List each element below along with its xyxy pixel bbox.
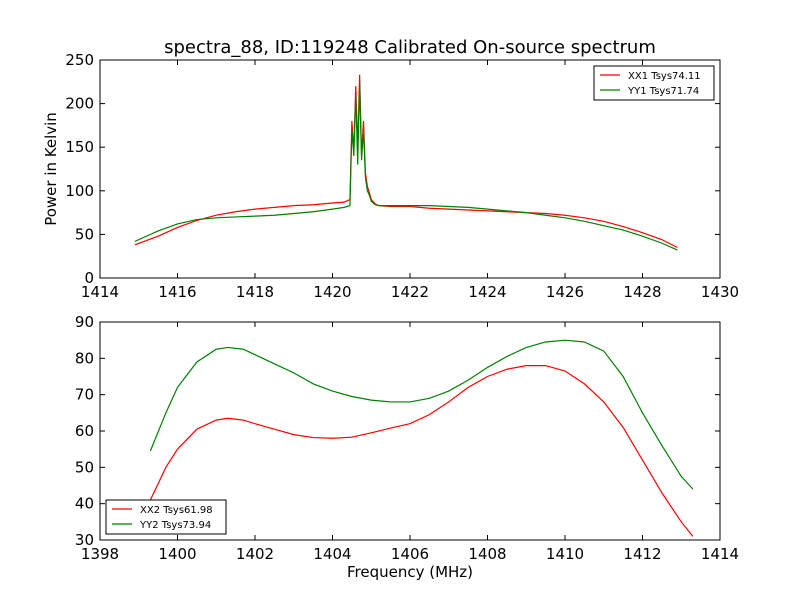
legend-entry-label: YY2 Tsys73.94 [139, 520, 211, 531]
y-tick-label: 30 [75, 531, 94, 549]
y-tick-label: 100 [65, 182, 94, 200]
legend: XX2 Tsys61.98 YY2 Tsys73.94 [105, 499, 227, 535]
x-tick-label: 1404 [313, 545, 351, 563]
chart-title: spectra_88, ID:119248 Calibrated On-sour… [164, 37, 656, 58]
x-tick-label: 1400 [158, 545, 196, 563]
x-tick-label: 1416 [158, 283, 196, 301]
legend-box [593, 65, 715, 101]
series-line-2 [149, 339, 694, 490]
x-tick-label: 1408 [468, 545, 506, 563]
x-tick-label: 1414 [701, 545, 739, 563]
x-tick-label: 1420 [313, 283, 351, 301]
legend-entry-label: XX2 Tsys61.98 [140, 505, 213, 516]
y-tick-label: 60 [75, 422, 94, 440]
series-line-1 [149, 365, 694, 537]
y-axis-label: Power in Kelvin [42, 112, 60, 226]
x-tick-label: 1426 [546, 283, 584, 301]
x-tick-label: 1414 [81, 283, 119, 301]
y-tick-label: 70 [75, 386, 94, 404]
x-tick-label: 1410 [546, 545, 584, 563]
bottom-plot: 1398 1400 1402 1404 1406 1408 1410 1412 1414 30 40… [75, 313, 739, 581]
x-axis-label: Frequency (MHz) [347, 563, 473, 581]
x-tick-label: 1406 [391, 545, 429, 563]
y-tick-label: 50 [75, 225, 94, 243]
legend-entry-label: XX1 Tsys74.11 [628, 71, 701, 82]
x-tick-label: 1418 [236, 283, 274, 301]
series-line-2 [134, 81, 678, 251]
legend-entry-label: YY1 Tsys71.74 [627, 86, 699, 97]
y-tick-label: 50 [75, 458, 94, 476]
legend: XX1 Tsys74.11 YY1 Tsys71.74 [593, 65, 715, 101]
x-tick-label: 1412 [623, 545, 661, 563]
x-tick-label: 1428 [623, 283, 661, 301]
series-line-1 [134, 74, 678, 249]
y-tick-label: 250 [65, 51, 94, 69]
y-tick-label: 0 [84, 269, 94, 287]
y-tick-label: 80 [75, 349, 94, 367]
y-tick-label: 150 [65, 138, 94, 156]
y-tick-label: 90 [75, 313, 94, 331]
x-tick-label: 1422 [391, 283, 429, 301]
x-tick-label: 1424 [468, 283, 506, 301]
x-tick-label: 1402 [236, 545, 274, 563]
legend-box [105, 499, 227, 535]
x-tick-label: 1430 [701, 283, 739, 301]
top-plot: 1414 1416 1418 1420 1422 1424 1426 1428 1430 0 50 1… [42, 51, 739, 301]
y-tick-label: 40 [75, 495, 94, 513]
x-tick-label: 1398 [81, 545, 119, 563]
y-tick-label: 200 [65, 95, 94, 113]
